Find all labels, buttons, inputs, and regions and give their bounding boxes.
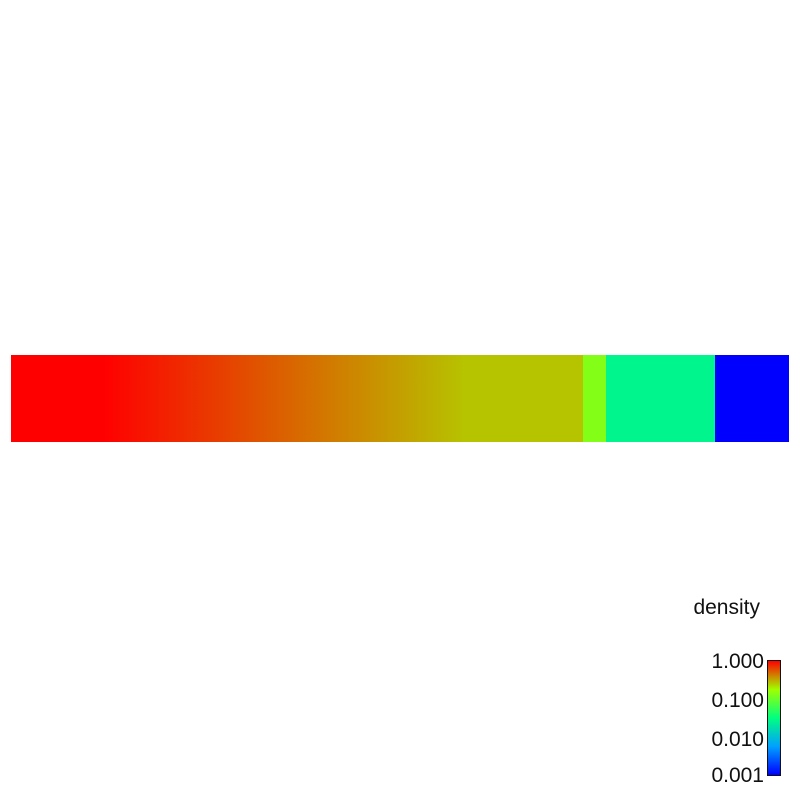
density-strip [11, 355, 789, 442]
colorbar-tick-label: 0.010 [711, 728, 764, 751]
colorbar [767, 660, 781, 776]
colorbar-title: density [693, 596, 760, 619]
colorbar-tick-label: 0.001 [711, 764, 764, 787]
colorbar-tick-label: 0.100 [711, 689, 764, 712]
colorbar-tick-label: 1.000 [711, 650, 764, 673]
